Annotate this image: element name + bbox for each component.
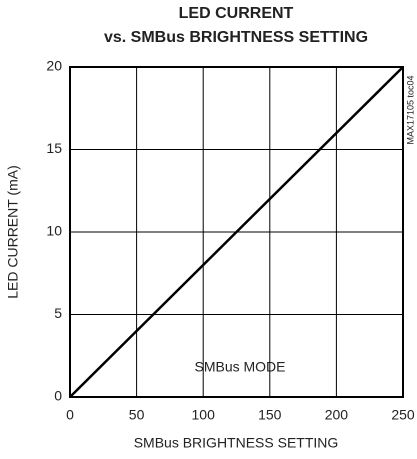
x-tick-label: 100 — [192, 407, 216, 423]
plot-frame — [69, 66, 404, 398]
x-tick-label: 50 — [129, 407, 145, 423]
chart-title: LED CURRENT — [179, 5, 294, 22]
annotation: MAX17105 toc04 — [405, 75, 415, 144]
y-tick-label: 15 — [46, 140, 62, 156]
x-tick-label: 250 — [391, 407, 415, 423]
x-tick-label: 200 — [325, 407, 349, 423]
y-tick-label: 10 — [46, 223, 62, 239]
x-axis-label: SMBus BRIGHTNESS SETTING — [134, 435, 339, 451]
y-tick-label: 0 — [54, 388, 62, 404]
y-tick-label: 5 — [54, 305, 62, 321]
x-tick-label: 150 — [258, 407, 282, 423]
annotation: SMBus MODE — [194, 359, 285, 375]
chart-subtitle: vs. SMBus BRIGHTNESS SETTING — [104, 29, 368, 46]
y-axis-label: LED CURRENT (mA) — [5, 165, 21, 299]
y-tick-label: 20 — [46, 58, 62, 74]
x-tick-label: 0 — [66, 407, 74, 423]
data-line — [69, 66, 404, 398]
